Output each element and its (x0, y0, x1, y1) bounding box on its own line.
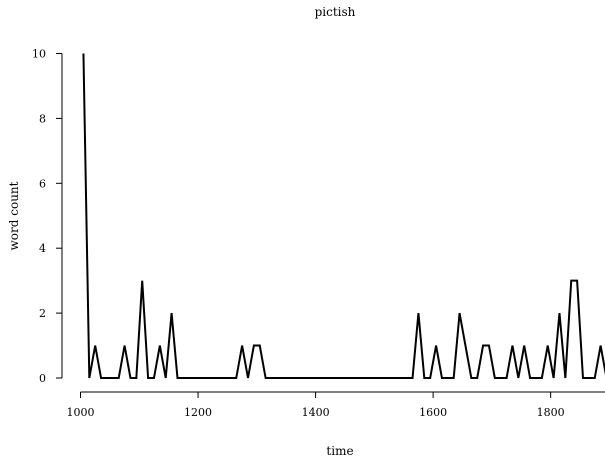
x-tick-label: 1600 (419, 406, 447, 419)
y-tick-label: 0 (39, 372, 46, 385)
x-tick-label: 1800 (537, 406, 565, 419)
x-axis-label: time (326, 444, 353, 458)
y-axis-label: word count (7, 181, 21, 250)
y-tick-label: 4 (39, 242, 46, 255)
chart-title: pictish (315, 5, 356, 19)
y-tick-label: 6 (39, 177, 46, 190)
x-axis: 1000 1200 1400 1600 1800 (67, 391, 605, 419)
y-tick-label: 10 (32, 48, 46, 61)
x-tick-label: 1200 (184, 406, 212, 419)
x-tick-label: 1400 (302, 406, 330, 419)
series-line (82, 53, 605, 379)
series-layer (82, 53, 605, 379)
x-tick-label: 1000 (67, 406, 95, 419)
y-axis: 0 2 4 6 8 10 (32, 48, 63, 385)
y-tick-label: 8 (39, 112, 46, 125)
y-tick-label: 2 (39, 307, 46, 320)
